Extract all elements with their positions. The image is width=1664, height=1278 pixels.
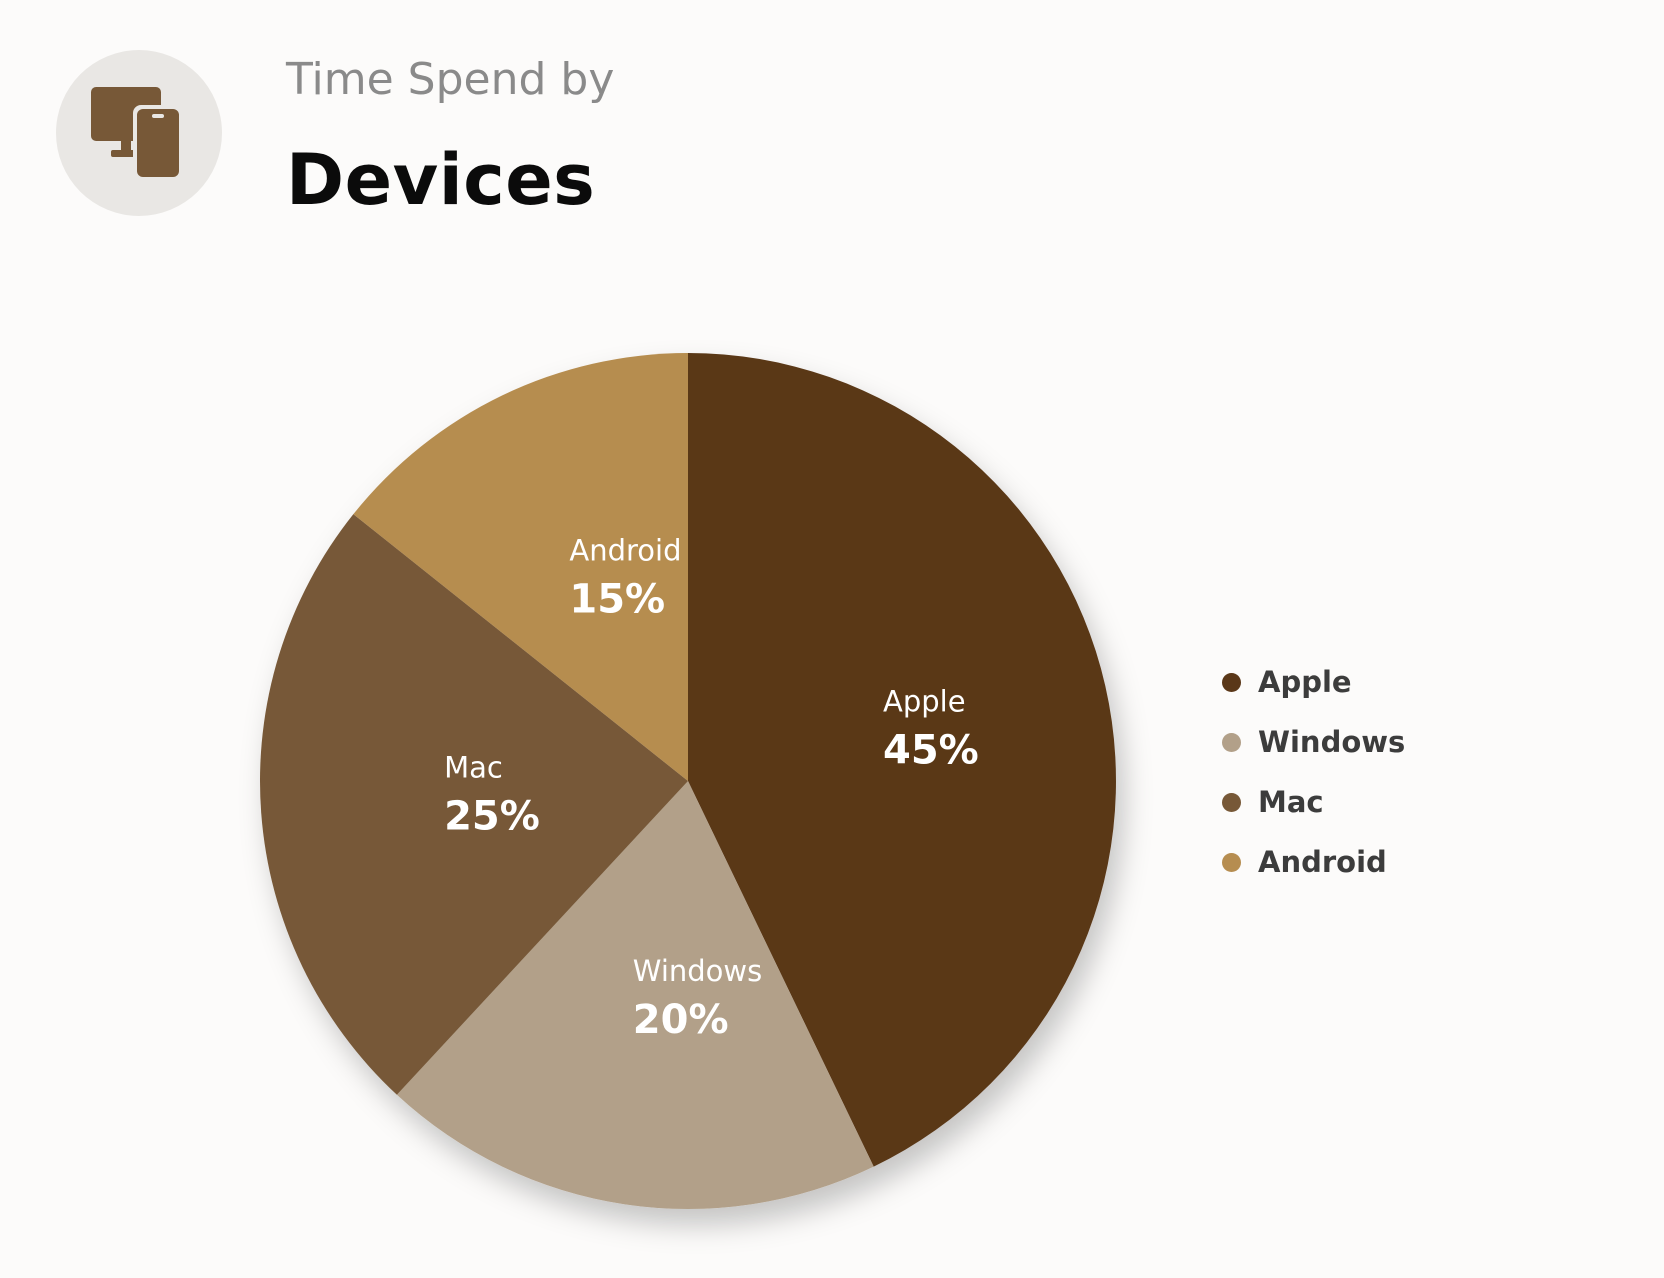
legend-label-apple: Apple	[1258, 665, 1352, 699]
legend-dot-windows	[1222, 732, 1241, 752]
slice-label-android: Android	[569, 534, 681, 568]
slice-label-mac: Mac	[444, 751, 503, 785]
legend-item-windows: Windows	[1222, 712, 1405, 772]
slice-label-windows: Windows	[633, 954, 762, 988]
slice-value-mac: 25%	[444, 794, 540, 840]
slice-value-apple: 45%	[883, 728, 979, 774]
legend-dot-android	[1222, 852, 1241, 872]
legend-dot-apple	[1222, 672, 1241, 692]
slice-value-android: 15%	[569, 577, 665, 623]
slice-label-apple: Apple	[883, 685, 966, 719]
devices-icon-badge	[56, 50, 222, 216]
chart-subtitle: Time Spend by	[286, 54, 615, 105]
devices-icon	[91, 87, 183, 181]
legend-dot-mac	[1222, 792, 1241, 812]
legend-item-apple: Apple	[1222, 652, 1405, 712]
slice-value-windows: 20%	[633, 997, 729, 1043]
legend-label-android: Android	[1258, 845, 1387, 879]
pie-slice-apple	[688, 353, 1116, 1167]
legend-item-mac: Mac	[1222, 772, 1405, 832]
legend-item-android: Android	[1222, 832, 1405, 892]
legend-label-windows: Windows	[1258, 725, 1406, 759]
pie-slice-windows	[396, 781, 874, 1209]
pie-slice-mac	[260, 514, 688, 1095]
pie-slice-android	[353, 353, 688, 781]
chart-title: Devices	[286, 139, 596, 221]
chart-legend: Apple Windows Mac Android	[1222, 652, 1405, 892]
legend-label-mac: Mac	[1258, 785, 1324, 819]
